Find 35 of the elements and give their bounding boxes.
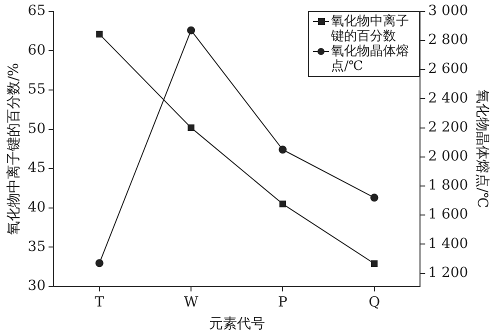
y2-tick-label: 1 800 [428, 178, 468, 194]
legend-label: 氧化物中离子键的百分数 [331, 14, 410, 44]
point [95, 259, 104, 268]
x-tick-label: P [278, 294, 288, 310]
y-tick-label: 35 [28, 238, 46, 255]
point [187, 26, 196, 34]
y2-tick-label: 1 200 [428, 264, 468, 281]
x-tick-label: T [94, 294, 105, 310]
y-tick-label: 65 [28, 3, 46, 20]
point [370, 260, 378, 267]
point [370, 194, 378, 202]
y-tick-label: 40 [28, 199, 46, 216]
y2-tick-label: 2 000 [428, 148, 468, 165]
y2-axis-title: 氧化物晶体熔点/℃ [474, 90, 490, 208]
y-axis-title: 氧化物中离子键的百分数/% [6, 62, 22, 235]
point [188, 124, 194, 132]
point [279, 200, 286, 208]
point [278, 146, 287, 154]
y-tick-label: 50 [28, 120, 46, 137]
y-tick-label: 55 [28, 82, 46, 98]
y-tick-label: 60 [28, 42, 46, 58]
y2-tick-label: 2 800 [428, 32, 468, 48]
y2-tick-label: 3 000 [428, 3, 468, 20]
legend-label: 氧化物晶体熔点/℃ [331, 44, 410, 74]
y2-tick-label: 2 400 [428, 90, 468, 106]
point [96, 30, 103, 38]
y2-tick-label: 1 400 [428, 236, 468, 252]
x-axis-title: 元素代号 [208, 316, 265, 332]
y-tick-label: 45 [28, 160, 46, 176]
y2-tick-label: 2 600 [428, 61, 468, 78]
y-tick-label: 30 [28, 278, 46, 294]
y2-tick-label: 1 600 [428, 206, 468, 223]
y2-tick-label: 2 200 [428, 119, 468, 136]
x-tick-label: Q [368, 294, 380, 310]
x-tick-label: W [184, 294, 199, 310]
